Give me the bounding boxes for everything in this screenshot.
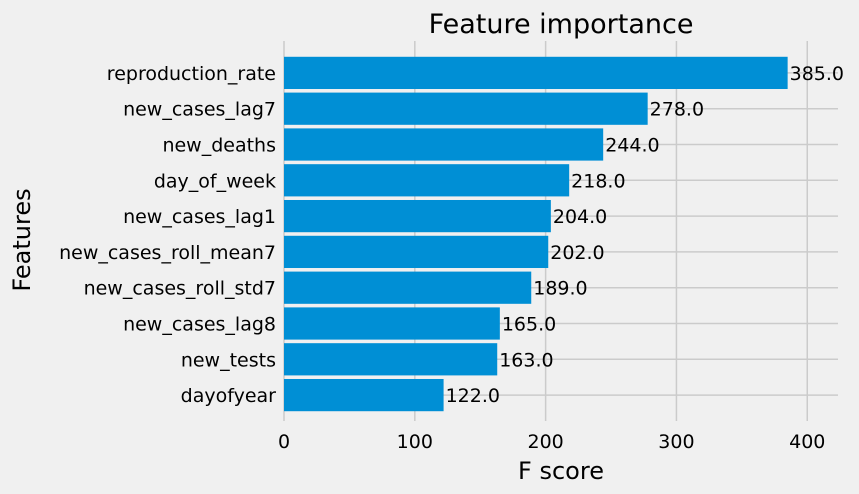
x-tick-label: 400 [789, 431, 825, 453]
y-tick-label: new_cases_roll_std7 [84, 278, 276, 300]
bars-layer [284, 56, 788, 412]
bar [284, 235, 549, 269]
y-tick-label: new_deaths [162, 135, 276, 157]
x-tick-label: 0 [278, 431, 290, 453]
bar [284, 199, 551, 233]
x-axis-label: F score [518, 457, 604, 485]
y-tick-label: new_tests [181, 349, 276, 371]
bar-value-label: 385.0 [790, 63, 844, 85]
x-tick-label: 300 [658, 431, 694, 453]
y-tick-label: new_cases_lag7 [123, 99, 276, 121]
y-tick-label: new_cases_lag8 [123, 314, 276, 336]
bar-value-label: 163.0 [499, 349, 553, 371]
bar-value-label: 165.0 [502, 314, 556, 336]
bar [284, 343, 498, 376]
bar-value-label: 244.0 [605, 135, 659, 157]
bar-value-label: 189.0 [533, 278, 587, 300]
bar [284, 271, 532, 304]
chart-title: Feature importance [429, 9, 694, 40]
y-tick-label: new_cases_roll_mean7 [59, 242, 276, 264]
bar-value-label: 204.0 [553, 206, 607, 228]
bar [284, 56, 788, 90]
y-tick-label: reproduction_rate [107, 63, 276, 85]
bar [284, 307, 500, 340]
bar [284, 92, 648, 125]
bar [284, 128, 604, 161]
bar-value-label: 218.0 [571, 170, 625, 192]
x-tick-label: 100 [397, 431, 433, 453]
bar [284, 164, 570, 197]
bar [284, 378, 444, 412]
y-tick-label: dayofyear [181, 385, 277, 407]
bar-value-label: 278.0 [650, 99, 704, 121]
labels-layer: 385.0 278.0 244.0 218.0 204.0 202.0 189.0 165.0… [446, 63, 844, 407]
y-axis-label: Features [8, 188, 36, 291]
y-tick-label: new_cases_lag1 [123, 206, 276, 228]
x-tick-label: 200 [527, 431, 563, 453]
ticks-layer: 0 100 200 300 400 reproduction_rate new_cases_… [59, 63, 825, 453]
bar-value-label: 202.0 [550, 242, 604, 264]
bar-value-label: 122.0 [446, 385, 500, 407]
y-tick-label: day_of_week [154, 170, 276, 192]
